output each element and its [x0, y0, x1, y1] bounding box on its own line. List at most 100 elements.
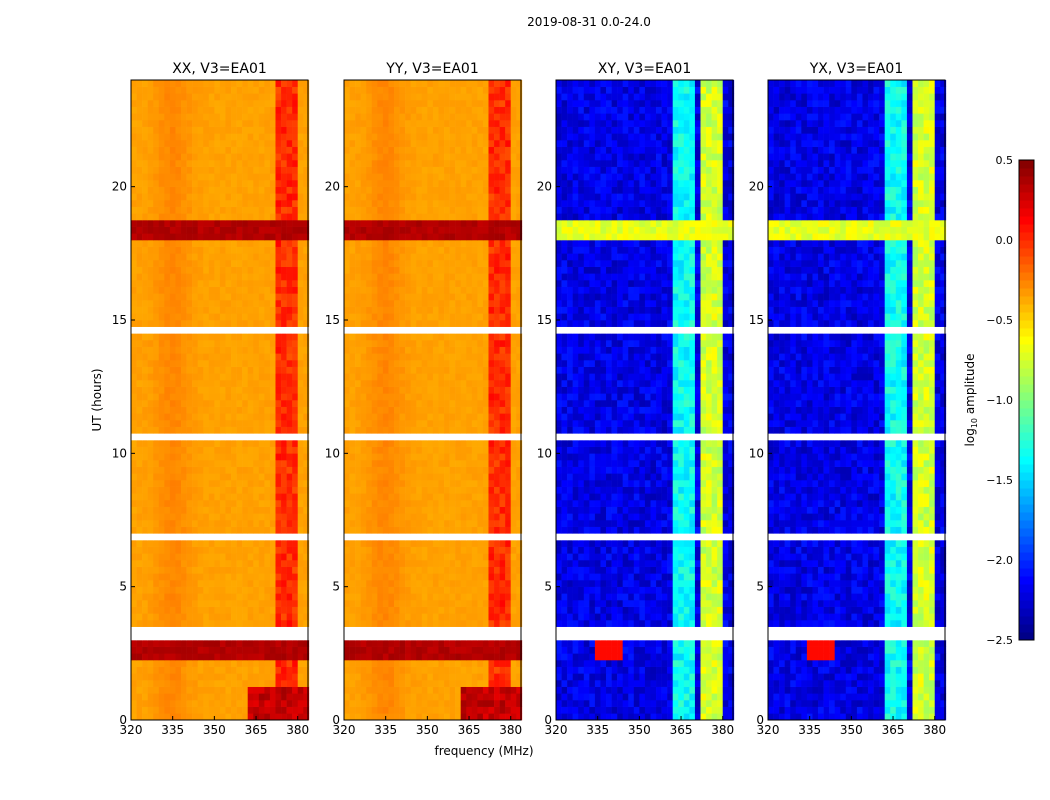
heatmap-cell: [286, 506, 293, 514]
heatmap-cell: [382, 493, 389, 501]
heatmap-cell: [360, 413, 367, 421]
heatmap-cell: [258, 466, 265, 474]
heatmap-cell: [231, 453, 237, 461]
heatmap-cell: [303, 93, 310, 101]
heatmap-cell: [175, 106, 182, 114]
heatmap-cell: [253, 426, 260, 434]
heatmap-cell: [197, 540, 204, 547]
heatmap-cell: [269, 346, 276, 354]
heatmap-cell: [499, 326, 506, 334]
heatmap-cell: [477, 433, 484, 441]
heatmap-cell: [371, 673, 378, 681]
heatmap-cell: [281, 273, 287, 281]
heatmap-cell: [147, 706, 154, 714]
heatmap-cell: [460, 686, 467, 694]
heatmap-cell: [297, 153, 304, 161]
heatmap-cell: [136, 133, 143, 141]
heatmap-cell: [377, 453, 384, 461]
heatmap-cell: [269, 420, 276, 427]
heatmap-cell: [169, 660, 176, 667]
heatmap-cell: [444, 480, 450, 487]
heatmap-cell: [292, 126, 299, 134]
heatmap-cell: [253, 380, 260, 387]
heatmap-cell: [303, 380, 310, 387]
heatmap-cell: [460, 406, 467, 414]
heatmap-cell: [303, 540, 310, 547]
heatmap-cell: [236, 133, 243, 141]
heatmap-cell: [494, 573, 500, 581]
heatmap-cell: [186, 480, 193, 487]
heatmap-cell: [258, 306, 265, 314]
heatmap-cell: [142, 493, 148, 501]
heatmap-cell: [366, 533, 373, 541]
heatmap-cell: [303, 493, 310, 501]
heatmap-cell: [421, 586, 428, 594]
heatmap-cell: [164, 240, 171, 247]
heatmap-cell: [181, 340, 187, 347]
heatmap-cell: [169, 473, 176, 481]
heatmap-cell: [460, 493, 467, 501]
heatmap-cell: [516, 540, 523, 547]
heatmap-cell: [416, 400, 423, 407]
heatmap-cell: [253, 466, 260, 474]
heatmap-cell: [264, 273, 271, 281]
heatmap-cell: [388, 606, 395, 614]
heatmap-cell: [482, 520, 489, 527]
heatmap-cell: [142, 606, 148, 614]
heatmap-cell: [192, 146, 198, 154]
heatmap-cell: [253, 533, 260, 541]
heatmap-cell: [131, 380, 137, 387]
heatmap-cell: [488, 533, 495, 541]
heatmap-cell: [236, 713, 243, 721]
heatmap-cell: [225, 326, 232, 334]
heatmap-cell: [264, 500, 271, 507]
heatmap-cell: [432, 653, 439, 661]
heatmap-cell: [516, 693, 523, 701]
heatmap-cell: [231, 313, 237, 321]
heatmap-cell: [269, 360, 276, 367]
heatmap-cell: [214, 93, 221, 101]
heatmap-cell: [186, 233, 193, 241]
heatmap-cell: [153, 200, 160, 207]
heatmap-cell: [153, 660, 160, 667]
heatmap-cell: [286, 673, 293, 681]
heatmap-cell: [460, 566, 467, 574]
heatmap-cell: [236, 466, 243, 474]
heatmap-cell: [225, 373, 232, 381]
heatmap-cell: [388, 513, 395, 521]
heatmap-cell: [158, 693, 165, 701]
heatmap-cell: [405, 480, 411, 487]
heatmap-cell: [382, 613, 389, 621]
heatmap-cell: [399, 653, 406, 661]
heatmap-cell: [366, 626, 373, 634]
heatmap-cell: [258, 693, 265, 701]
heatmap-cell: [297, 246, 304, 254]
heatmap-cell: [214, 460, 221, 467]
heatmap-cell: [258, 486, 265, 494]
heatmap-cell: [455, 626, 462, 634]
heatmap-cell: [349, 600, 356, 607]
heatmap-cell: [371, 346, 378, 354]
heatmap-cell: [349, 646, 356, 654]
heatmap-cell: [286, 420, 293, 427]
heatmap-cell: [275, 466, 282, 474]
heatmap-cell: [225, 653, 232, 661]
heatmap-cell: [197, 460, 204, 467]
heatmap-cell: [482, 480, 489, 487]
heatmap-cell: [175, 513, 182, 521]
heatmap-cell: [399, 433, 406, 441]
heatmap-cell: [349, 653, 356, 661]
heatmap-cell: [169, 160, 176, 167]
heatmap-cell: [208, 553, 215, 561]
heatmap-cell: [169, 406, 176, 414]
heatmap-cell: [449, 680, 456, 687]
heatmap-cell: [494, 533, 500, 541]
heatmap-cell: [197, 600, 204, 607]
heatmap-cell: [510, 586, 517, 594]
heatmap-cell: [499, 360, 506, 367]
heatmap-cell: [253, 200, 260, 207]
heatmap-cell: [410, 506, 417, 514]
heatmap-cell: [264, 613, 271, 621]
heatmap-cell: [242, 620, 249, 627]
heatmap-cell: [142, 266, 148, 274]
